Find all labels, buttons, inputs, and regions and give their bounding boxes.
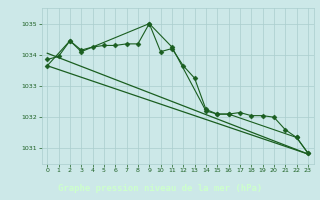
Text: Graphe pression niveau de la mer (hPa): Graphe pression niveau de la mer (hPa) <box>58 184 262 193</box>
